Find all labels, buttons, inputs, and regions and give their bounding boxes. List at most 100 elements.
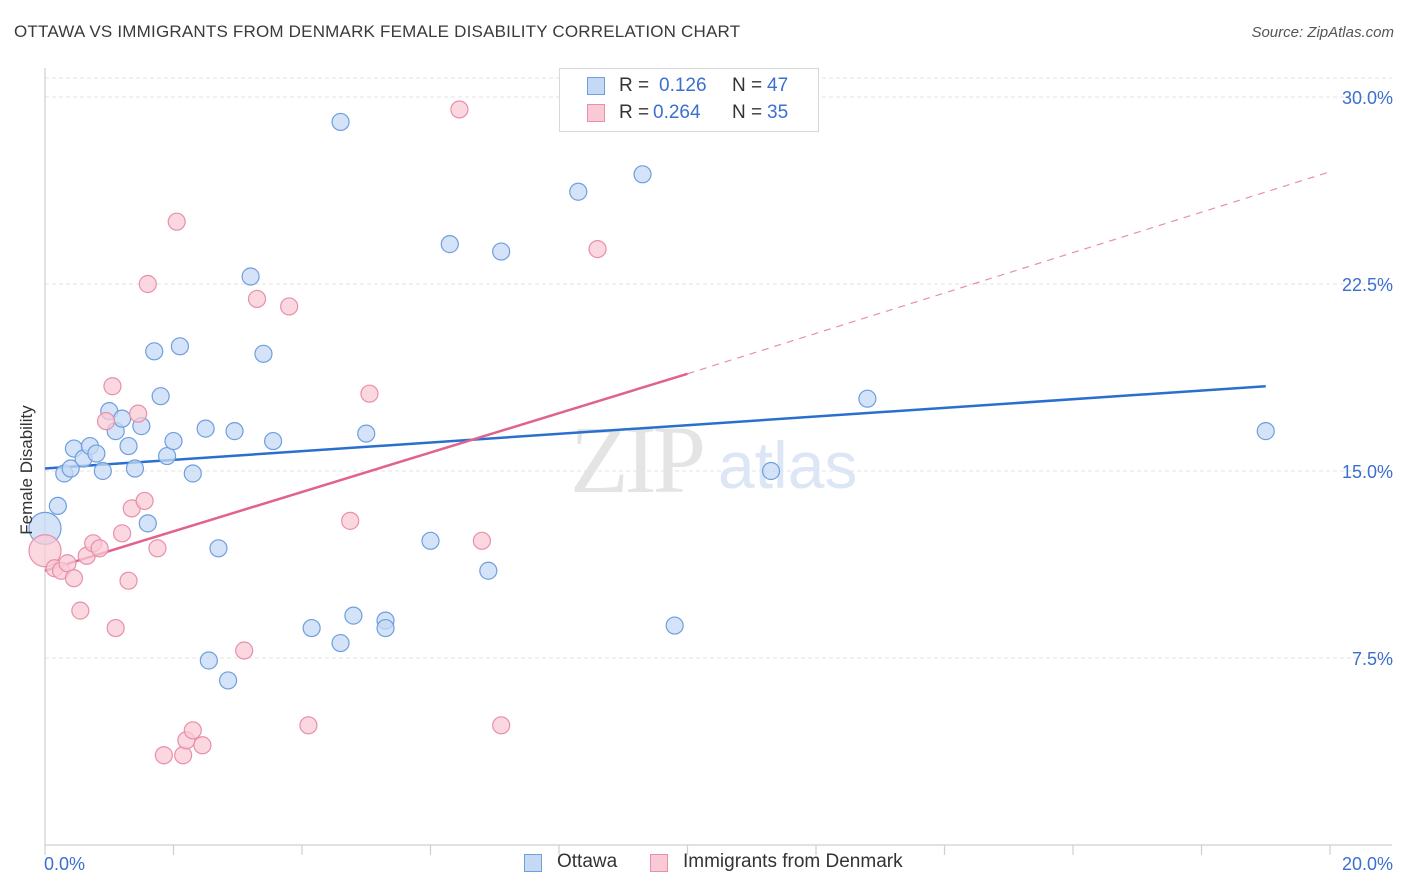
- denmark-point: [28, 534, 62, 568]
- ottawa-point: [331, 112, 350, 132]
- denmark-point: [64, 569, 84, 588]
- ottawa-point: [219, 671, 238, 690]
- ottawa-point: [138, 514, 157, 533]
- ottawa-point: [254, 344, 273, 363]
- legend-r-value-ottawa: 0.126: [659, 75, 707, 96]
- denmark-point: [135, 491, 154, 511]
- denmark-point: [58, 554, 77, 573]
- legend-n-label: N =: [732, 102, 763, 123]
- bottom-legend-swatch-ottawa: [524, 854, 542, 872]
- bottom-legend-label-denmark: Immigrants from Denmark: [683, 851, 903, 872]
- y-axis-label: Female Disability: [17, 405, 36, 535]
- ottawa-point: [93, 461, 112, 481]
- denmark-point: [360, 384, 379, 403]
- ottawa-point: [164, 431, 183, 451]
- denmark-point: [112, 524, 132, 543]
- ottawa-point: [761, 461, 781, 481]
- correlation-legend: R = 0.126 N = 47 R = 0.264 N = 35: [559, 68, 819, 132]
- watermark-atlas: atlas: [718, 428, 857, 502]
- legend-n-value-ottawa: 47: [767, 75, 789, 96]
- ottawa-point: [183, 464, 202, 483]
- ottawa-point: [376, 618, 395, 638]
- bottom-legend-label-ottawa: Ottawa: [557, 851, 618, 872]
- legend-swatch-denmark: [587, 104, 605, 122]
- ottawa-point: [112, 409, 132, 428]
- axes: [44, 68, 1392, 855]
- ottawa-point: [302, 618, 321, 638]
- denmark-point: [280, 297, 299, 316]
- denmark-point: [174, 746, 193, 765]
- ottawa-point: [344, 606, 363, 625]
- ottawa-point: [331, 633, 350, 653]
- ottawa-point: [119, 436, 138, 456]
- data-points: [28, 100, 1275, 765]
- ottawa-point: [569, 182, 588, 201]
- denmark-point: [90, 539, 109, 558]
- legend-n-value-denmark: 35: [767, 102, 789, 123]
- y-tick-label: 30.0%: [1342, 88, 1393, 108]
- denmark-point: [138, 274, 157, 294]
- denmark-point: [472, 531, 491, 550]
- ottawa-point: [440, 235, 459, 254]
- chart-title: OTTAWA VS IMMIGRANTS FROM DENMARK FEMALE…: [14, 22, 741, 41]
- ottawa-point: [125, 459, 145, 478]
- denmark-point: [119, 571, 138, 590]
- denmark-point: [247, 289, 267, 309]
- legend-r-label: R =: [619, 75, 650, 96]
- ottawa-point: [225, 422, 244, 441]
- ottawa-point: [170, 337, 190, 356]
- x-tick-label-max: 20.0%: [1342, 854, 1393, 874]
- watermark: ZIP atlas: [570, 406, 857, 513]
- denmark-trend-extension: [687, 171, 1331, 375]
- ottawa-trend-line: [44, 384, 1266, 470]
- tick-labels: 7.5% 15.0% 22.5% 30.0% 0.0% 20.0%: [44, 88, 1393, 874]
- ottawa-point: [196, 419, 215, 438]
- denmark-point: [183, 721, 202, 740]
- legend-r-label: R =: [619, 102, 650, 123]
- ottawa-point: [61, 459, 80, 478]
- ottawa-point: [151, 387, 170, 406]
- y-tick-label: 15.0%: [1342, 462, 1393, 482]
- denmark-point: [71, 601, 90, 620]
- legend-n-label: N =: [732, 75, 763, 96]
- denmark-point: [193, 736, 212, 755]
- source-label: Source: ZipAtlas.com: [1251, 24, 1394, 41]
- denmark-point: [154, 746, 173, 765]
- ottawa-point: [1256, 422, 1275, 441]
- ottawa-point: [633, 165, 652, 184]
- legend-r-value-denmark: 0.264: [653, 102, 701, 123]
- ottawa-point: [858, 389, 877, 408]
- x-tick-label-min: 0.0%: [44, 854, 85, 874]
- ottawa-point: [241, 267, 260, 286]
- ottawa-point: [263, 431, 283, 451]
- denmark-point: [341, 511, 360, 530]
- y-tick-label: 22.5%: [1342, 275, 1393, 295]
- ottawa-point: [145, 342, 164, 361]
- ottawa-point: [87, 444, 106, 463]
- watermark-zip: ZIP: [570, 406, 703, 513]
- denmark-point: [148, 539, 167, 558]
- denmark-point: [96, 412, 116, 431]
- denmark-point: [103, 377, 122, 396]
- denmark-point: [450, 100, 469, 119]
- ottawa-point: [48, 496, 67, 516]
- denmark-point: [106, 618, 125, 638]
- legend-swatch-ottawa: [587, 77, 605, 95]
- denmark-trend-line: [44, 372, 688, 572]
- denmark-point: [588, 239, 607, 259]
- ottawa-point: [209, 539, 228, 558]
- ottawa-point: [421, 531, 440, 550]
- denmark-point: [299, 716, 318, 735]
- y-tick-label: 7.5%: [1352, 649, 1393, 669]
- denmark-point: [129, 404, 148, 423]
- trend-lines: [44, 171, 1331, 572]
- ottawa-point: [357, 424, 376, 443]
- denmark-point: [167, 212, 186, 231]
- ottawa-point: [479, 561, 498, 580]
- denmark-point: [492, 716, 511, 735]
- ottawa-point: [157, 446, 177, 466]
- denmark-point: [235, 641, 254, 660]
- bottom-legend-swatch-denmark: [650, 854, 668, 872]
- ottawa-point: [492, 242, 511, 261]
